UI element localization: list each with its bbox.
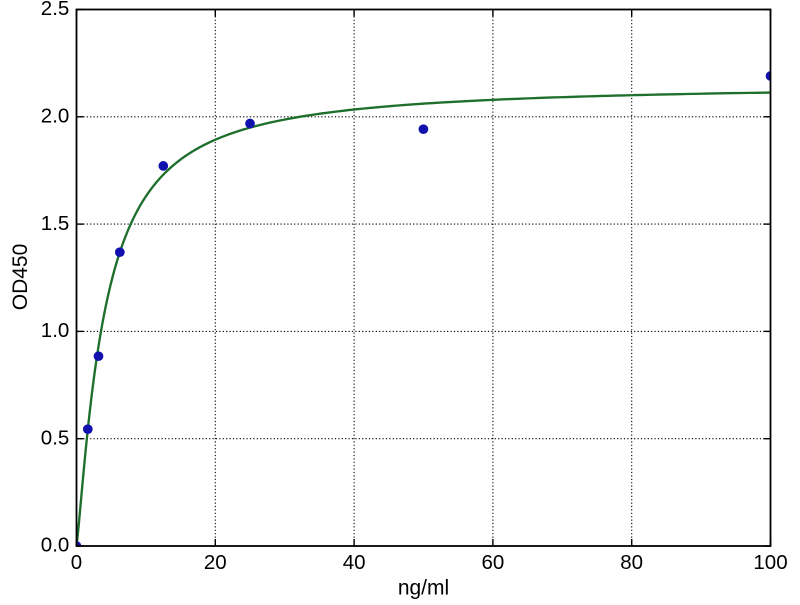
svg-text:0: 0 [71, 551, 82, 574]
svg-text:0.5: 0.5 [41, 426, 70, 449]
svg-text:60: 60 [481, 551, 504, 574]
svg-text:1.5: 1.5 [41, 212, 70, 235]
svg-text:0.0: 0.0 [41, 534, 70, 557]
svg-text:2.0: 2.0 [41, 105, 70, 128]
svg-text:80: 80 [620, 551, 643, 574]
svg-text:OD450: OD450 [9, 244, 32, 311]
svg-text:1.0: 1.0 [41, 319, 70, 342]
svg-text:40: 40 [343, 551, 366, 574]
svg-text:ng/ml: ng/ml [398, 577, 449, 600]
svg-text:2.5: 2.5 [41, 0, 70, 20]
svg-text:20: 20 [204, 551, 227, 574]
svg-text:100: 100 [753, 551, 787, 574]
